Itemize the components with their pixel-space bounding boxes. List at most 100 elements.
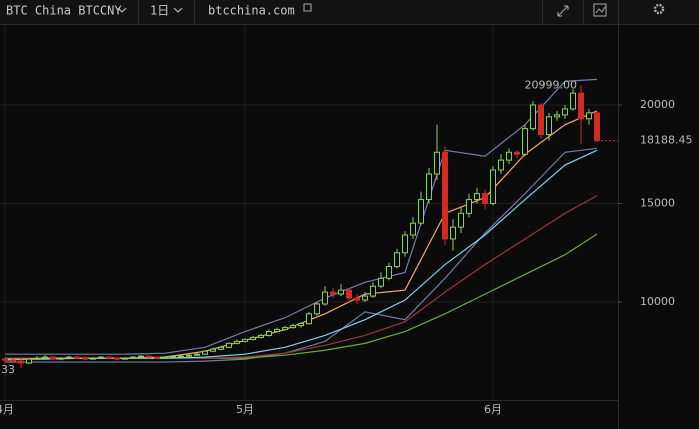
price-annotation: 6638.33: [0, 363, 15, 376]
candle-body: [322, 291, 328, 305]
candle-body: [114, 357, 120, 360]
candle-body: [122, 357, 128, 360]
candle-body: [50, 356, 56, 360]
candle-body: [546, 116, 552, 136]
candle-body: [370, 285, 376, 297]
y-tick-label: 20000: [640, 98, 675, 111]
candle-body: [202, 350, 208, 355]
candle-body: [418, 199, 424, 224]
indicator-button[interactable]: [593, 3, 607, 17]
candle-body: [442, 151, 448, 240]
last-price-label: 18188.45: [640, 134, 693, 147]
dropdown-icon: [173, 7, 183, 13]
candle-body: [570, 92, 576, 110]
candle-body: [450, 226, 456, 240]
candle-body: [130, 356, 136, 359]
indicator-icon: [595, 6, 606, 14]
site-link[interactable]: btcchina.com: [208, 4, 295, 18]
indicator-line: [5, 147, 598, 363]
candle-body: [18, 360, 24, 364]
candle-body: [522, 128, 528, 155]
candle-body: [82, 357, 88, 360]
candle-body: [586, 112, 592, 120]
candle-body: [394, 252, 400, 268]
candle-body: [466, 199, 472, 214]
candle-body: [290, 325, 296, 329]
y-tick-label: 10000: [640, 295, 675, 308]
candle-body: [530, 104, 536, 130]
x-tick-label: 6月: [484, 403, 502, 416]
candle-body: [562, 108, 568, 116]
candle-body: [98, 356, 104, 359]
candle-body: [66, 356, 72, 359]
symbol-selector[interactable]: BTC China BTCCNY: [6, 4, 122, 18]
candle-body: [210, 348, 216, 352]
candle-body: [458, 212, 464, 228]
x-tick-label: 4月: [0, 403, 14, 416]
candle-body: [226, 342, 232, 348]
price-annotation: 20999.00: [525, 78, 578, 91]
candle-body: [378, 277, 384, 287]
candle-body: [330, 291, 336, 295]
candle-body: [58, 357, 64, 360]
candle-body: [306, 313, 312, 325]
candle-body: [178, 355, 184, 358]
candle-body: [474, 193, 480, 201]
candle-body: [74, 356, 80, 359]
candle-body: [234, 340, 240, 344]
candle-body: [482, 193, 488, 204]
candle-body: [274, 329, 280, 333]
interval-selector[interactable]: 1日: [150, 4, 169, 18]
candle-body: [34, 357, 40, 360]
dropdown-icon: [117, 7, 127, 13]
candle-body: [298, 323, 304, 327]
candle-body: [258, 334, 264, 338]
candle-body: [354, 297, 360, 301]
indicator-line: [4, 110, 598, 361]
candle-body: [146, 355, 152, 358]
candle-body: [402, 234, 408, 254]
candle-body: [410, 222, 416, 236]
candle-body: [162, 356, 168, 359]
candle-body: [42, 356, 48, 359]
candle-body: [498, 159, 504, 171]
candle-body: [386, 266, 392, 279]
external-icon: [303, 3, 312, 12]
candle-body: [362, 295, 368, 301]
candle-body: [154, 356, 160, 359]
toolbar: [0, 0, 699, 24]
candle-body: [242, 338, 248, 342]
plot-area: [0, 25, 618, 400]
candle-body: [186, 354, 192, 357]
candle-body: [2, 358, 8, 361]
candle-body: [338, 289, 344, 295]
candle-body: [194, 353, 200, 356]
candle-body: [490, 169, 496, 204]
indicator-line: [5, 78, 598, 355]
fullscreen-button[interactable]: [557, 5, 569, 17]
candle-body: [554, 114, 560, 118]
candle-body: [314, 303, 320, 315]
candle-body: [218, 346, 224, 350]
candle-body: [578, 92, 584, 120]
candle-body: [282, 327, 288, 331]
settings-button[interactable]: [653, 3, 665, 15]
candle-body: [594, 112, 600, 142]
y-tick-label: 15000: [640, 196, 675, 209]
candle-body: [514, 151, 520, 155]
candle-body: [10, 359, 16, 362]
candle-body: [250, 336, 256, 340]
candle-body: [266, 331, 272, 336]
x-tick-label: 5月: [236, 403, 254, 416]
candle-body: [346, 289, 352, 299]
candle-body: [426, 173, 432, 201]
candle-body: [106, 356, 112, 359]
candle-body: [506, 151, 512, 161]
candle-body: [26, 358, 32, 364]
candle-body: [170, 355, 176, 358]
candle-body: [434, 151, 440, 175]
candle-body: [538, 104, 544, 136]
candle-body: [90, 357, 96, 360]
